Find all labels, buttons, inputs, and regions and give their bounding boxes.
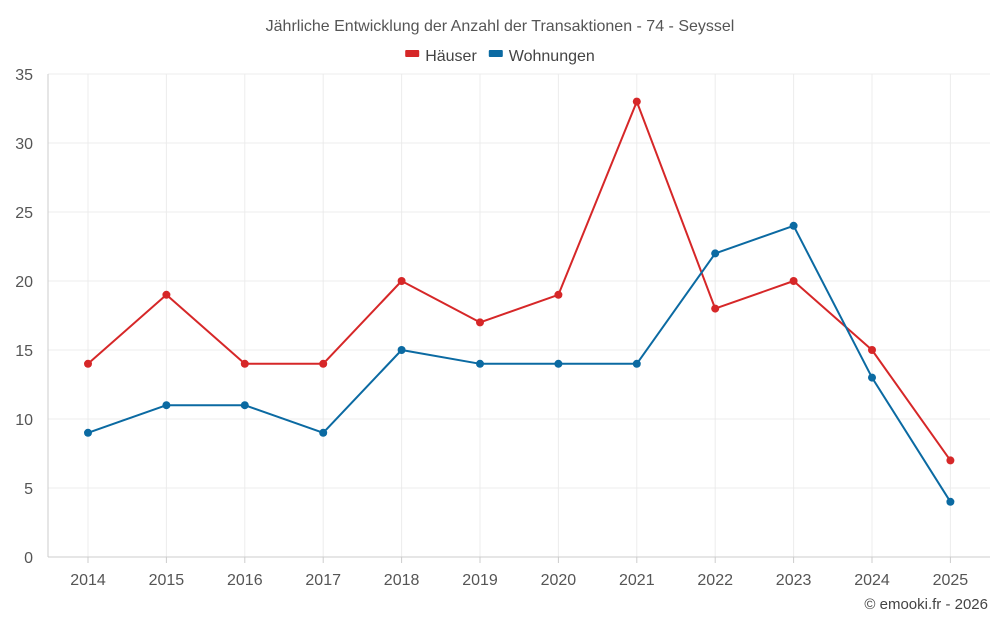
data-point[interactable] — [868, 373, 876, 382]
legend-swatch — [405, 50, 420, 57]
grid — [48, 73, 990, 557]
data-point[interactable] — [946, 497, 955, 506]
legend: Häuser Wohnungen — [405, 48, 595, 65]
x-tick-label: 2024 — [854, 572, 890, 589]
data-point[interactable] — [240, 401, 249, 410]
data-point[interactable] — [162, 290, 171, 299]
x-tick-label: 2015 — [149, 572, 185, 589]
y-tick-label: 25 — [15, 205, 33, 222]
x-tick-label: 2023 — [776, 572, 812, 589]
data-point[interactable] — [476, 359, 484, 368]
y-tick-label: 0 — [24, 550, 33, 567]
credit-text: © emooki.fr - 2026 — [864, 596, 988, 613]
x-tick-label: 2019 — [462, 572, 498, 589]
y-tick-label: 15 — [15, 343, 33, 360]
data-point[interactable] — [632, 359, 641, 368]
data-point[interactable] — [84, 428, 92, 437]
legend-item-0[interactable]: Häuser — [405, 48, 477, 65]
series-group — [84, 97, 955, 506]
data-point[interactable] — [319, 359, 328, 368]
x-tick-label: 2022 — [697, 572, 733, 589]
data-point[interactable] — [554, 359, 563, 368]
x-tick-label: 2021 — [619, 572, 655, 589]
legend-label: Häuser — [425, 48, 477, 65]
data-point[interactable] — [476, 318, 484, 327]
x-tick-label: 2016 — [227, 572, 263, 589]
data-point[interactable] — [789, 277, 798, 285]
data-point[interactable] — [84, 359, 92, 368]
data-point[interactable] — [240, 359, 249, 368]
y-tick-label: 30 — [15, 136, 33, 153]
series-1 — [84, 221, 955, 506]
data-point[interactable] — [946, 456, 955, 465]
x-tick-label: 2014 — [70, 572, 106, 589]
y-tick-label: 35 — [15, 67, 33, 84]
axes — [47, 74, 990, 563]
data-point[interactable] — [868, 346, 876, 354]
data-point[interactable] — [397, 277, 406, 285]
series-0 — [84, 97, 955, 465]
x-tick-label: 2025 — [933, 572, 969, 589]
data-point[interactable] — [711, 249, 720, 258]
legend-item-1[interactable]: Wohnungen — [488, 48, 595, 65]
data-point[interactable] — [397, 346, 406, 354]
legend-swatch — [488, 50, 503, 57]
x-tick-label: 2017 — [305, 572, 341, 589]
series-line — [87, 224, 952, 503]
y-tick-label: 20 — [15, 274, 33, 291]
legend-label: Wohnungen — [509, 48, 595, 65]
x-tick-label: 2018 — [384, 572, 420, 589]
data-point[interactable] — [632, 97, 641, 106]
x-tick-label: 2020 — [541, 572, 577, 589]
data-point[interactable] — [711, 304, 720, 313]
data-point[interactable] — [319, 428, 328, 437]
y-tick-label: 10 — [15, 412, 33, 429]
chart-title: Jährliche Entwicklung der Anzahl der Tra… — [266, 18, 735, 35]
y-tick-label: 5 — [24, 481, 33, 498]
data-point[interactable] — [162, 401, 171, 410]
series-line — [87, 100, 952, 461]
data-point[interactable] — [789, 221, 798, 230]
data-point[interactable] — [554, 290, 563, 299]
